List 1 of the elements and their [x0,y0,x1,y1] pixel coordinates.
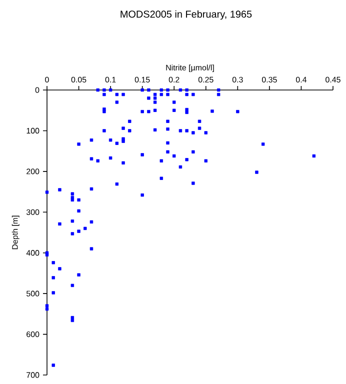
chart-title: MODS2005 in February, 1965 [120,10,252,20]
